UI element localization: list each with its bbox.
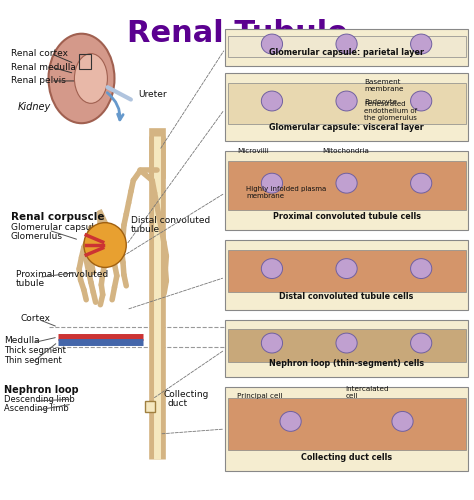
Bar — [145, 400, 155, 411]
Text: Fenestrated
endothelium of
the glomerulus: Fenestrated endothelium of the glomerulu… — [364, 100, 417, 120]
FancyArrowPatch shape — [108, 87, 131, 100]
Ellipse shape — [261, 34, 283, 54]
Text: duct: duct — [168, 398, 188, 407]
Ellipse shape — [261, 258, 283, 278]
Ellipse shape — [84, 222, 126, 268]
Text: Ascending limb: Ascending limb — [4, 404, 69, 412]
Text: Highly infolded plasma
membrane: Highly infolded plasma membrane — [246, 186, 327, 199]
Text: Nephron loop (thin-segment) cells: Nephron loop (thin-segment) cells — [269, 359, 424, 368]
Text: Proximal convoluted: Proximal convoluted — [16, 270, 108, 280]
Text: Renal corpuscle: Renal corpuscle — [11, 212, 104, 222]
Text: Ureter: Ureter — [138, 90, 167, 99]
Text: Glomerulus: Glomerulus — [11, 232, 63, 241]
Ellipse shape — [410, 333, 432, 353]
Ellipse shape — [410, 258, 432, 278]
Text: Medulla: Medulla — [4, 336, 39, 345]
Bar — [228, 83, 465, 124]
Ellipse shape — [336, 91, 357, 111]
FancyBboxPatch shape — [225, 28, 468, 66]
Text: Descending limb: Descending limb — [4, 394, 74, 404]
Text: Proximal convoluted tubule cells: Proximal convoluted tubule cells — [273, 212, 420, 221]
Text: Renal pelvis: Renal pelvis — [11, 76, 66, 86]
Text: Mitochondria: Mitochondria — [322, 148, 369, 154]
Text: tubule: tubule — [16, 279, 45, 288]
Ellipse shape — [261, 173, 283, 193]
Text: Thin segment: Thin segment — [4, 356, 62, 365]
FancyBboxPatch shape — [225, 386, 468, 472]
Ellipse shape — [336, 258, 357, 278]
Text: Microvilli: Microvilli — [237, 148, 269, 154]
Text: Basement
membrane: Basement membrane — [364, 79, 404, 92]
Text: Podocyte: Podocyte — [364, 100, 397, 105]
Text: Nephron loop: Nephron loop — [4, 384, 78, 394]
Ellipse shape — [74, 54, 108, 104]
Text: Kidney: Kidney — [18, 102, 51, 112]
Ellipse shape — [410, 34, 432, 54]
Ellipse shape — [392, 412, 413, 432]
Ellipse shape — [336, 173, 357, 193]
Ellipse shape — [48, 34, 115, 123]
Bar — [228, 398, 465, 450]
Text: Distal convoluted tubule cells: Distal convoluted tubule cells — [279, 292, 414, 300]
Text: Renal cortex: Renal cortex — [11, 49, 68, 58]
Ellipse shape — [336, 333, 357, 353]
Text: Intercalated
cell: Intercalated cell — [346, 386, 389, 398]
Ellipse shape — [410, 91, 432, 111]
Ellipse shape — [280, 412, 301, 432]
Text: Distal convoluted: Distal convoluted — [131, 216, 210, 224]
Text: Collecting: Collecting — [164, 390, 210, 398]
Text: Renal medulla: Renal medulla — [11, 62, 76, 72]
Text: Glomerular capsule: visceral layer: Glomerular capsule: visceral layer — [269, 122, 424, 132]
Bar — [228, 250, 465, 292]
Ellipse shape — [336, 34, 357, 54]
FancyBboxPatch shape — [225, 240, 468, 310]
Text: Glomerular capsule: Glomerular capsule — [11, 223, 100, 232]
Text: Glomerular capsule: parietal layer: Glomerular capsule: parietal layer — [269, 48, 424, 57]
Text: Principal cell: Principal cell — [237, 392, 283, 398]
FancyBboxPatch shape — [225, 74, 468, 140]
Text: Thick segment: Thick segment — [4, 346, 65, 356]
Text: Cortex: Cortex — [20, 314, 50, 323]
Bar — [79, 54, 91, 68]
Text: Collecting duct cells: Collecting duct cells — [301, 454, 392, 462]
Text: tubule: tubule — [131, 224, 160, 234]
FancyBboxPatch shape — [225, 150, 468, 230]
Bar — [228, 36, 465, 56]
Bar — [228, 161, 465, 210]
Bar — [228, 328, 465, 362]
Text: Renal Tubule: Renal Tubule — [127, 19, 347, 48]
Ellipse shape — [261, 333, 283, 353]
Ellipse shape — [410, 173, 432, 193]
FancyBboxPatch shape — [225, 320, 468, 377]
Ellipse shape — [261, 91, 283, 111]
